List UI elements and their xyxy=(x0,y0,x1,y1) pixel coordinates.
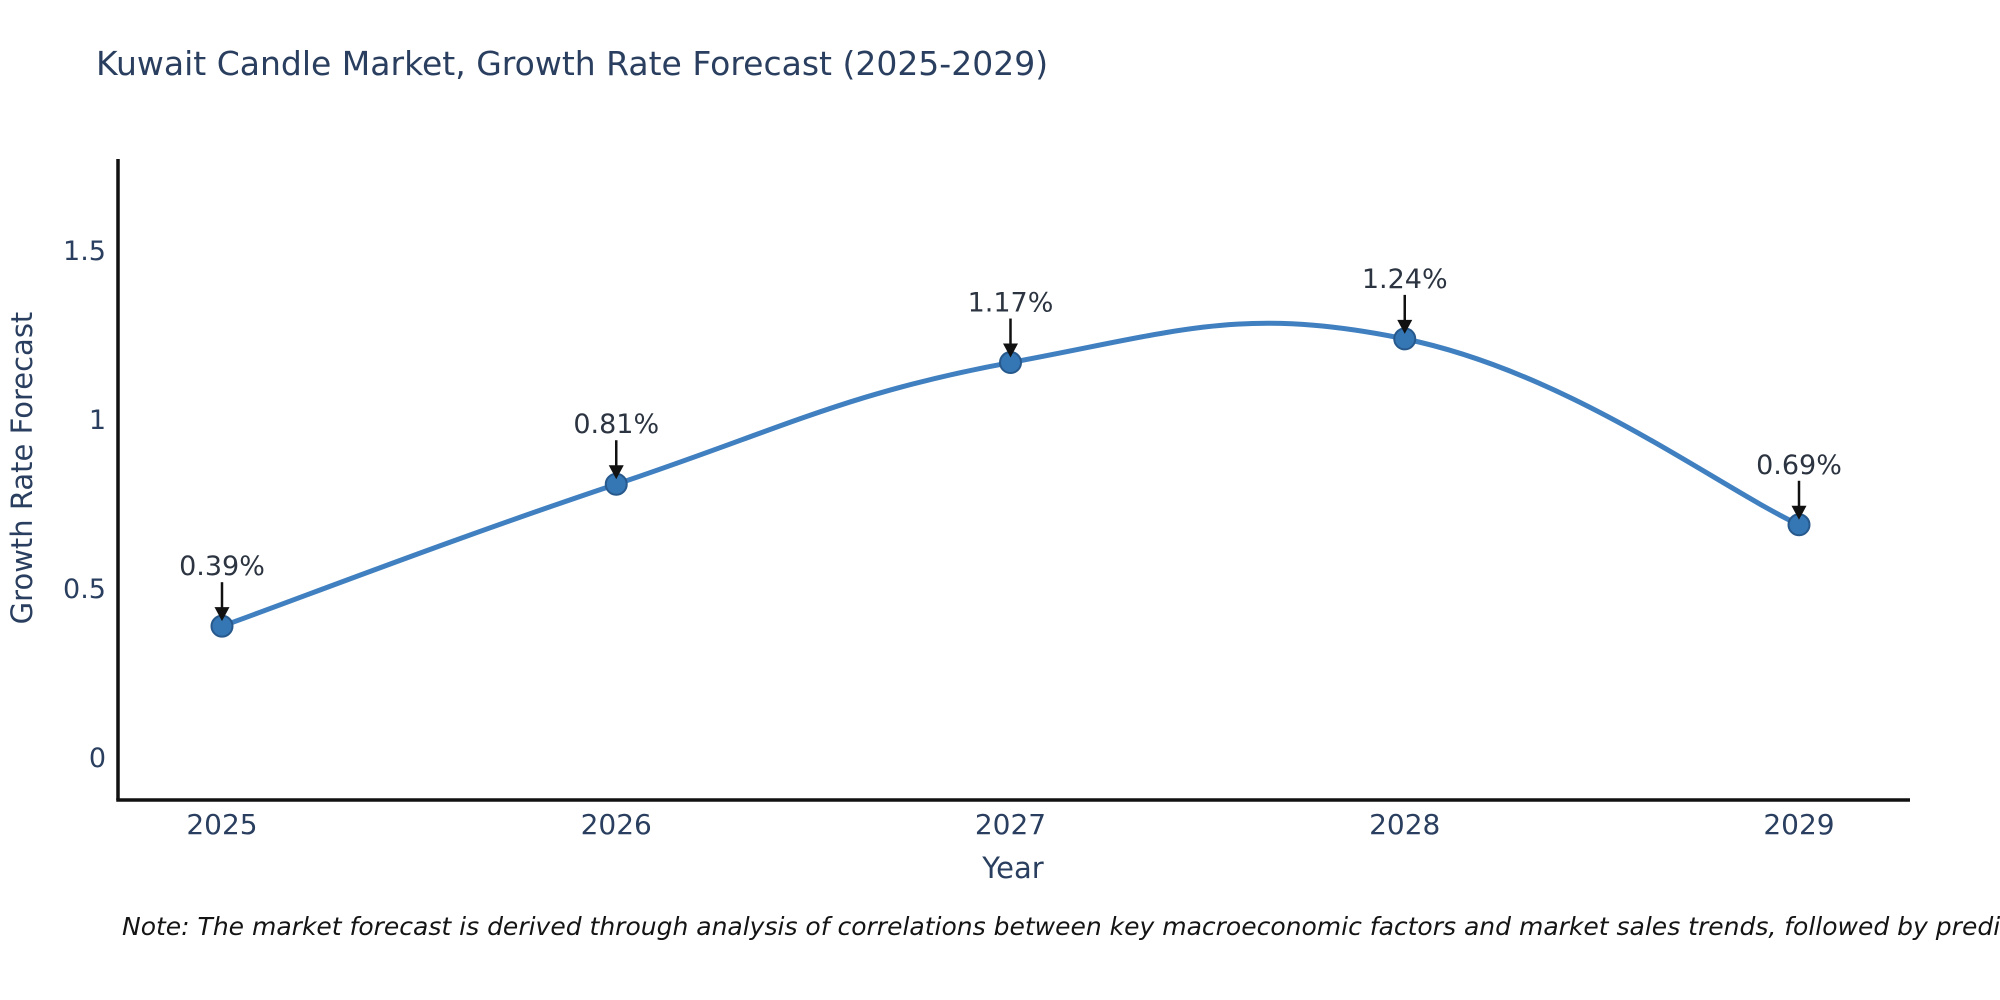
y-tick-label: 0.5 xyxy=(63,574,106,605)
x-tick-label: 2025 xyxy=(186,808,257,841)
annotation-arrowhead-icon xyxy=(214,607,230,622)
annotation-arrowhead-icon xyxy=(1003,343,1018,358)
annotation-value-label: 1.17% xyxy=(968,288,1054,319)
y-tick-label: 1 xyxy=(89,405,106,436)
annotation-arrowhead-icon xyxy=(1397,319,1413,334)
chart-title: Kuwait Candle Market, Growth Rate Foreca… xyxy=(96,44,1049,83)
x-tick-label: 2029 xyxy=(1763,808,1834,841)
x-tick-label: 2028 xyxy=(1369,808,1440,841)
x-tick-label: 2026 xyxy=(581,808,652,841)
y-axis-title: Growth Rate Forecast xyxy=(5,312,39,625)
annotation-arrowhead-icon xyxy=(1791,505,1807,520)
annotation-value-label: 0.69% xyxy=(1756,450,1842,481)
y-tick-label: 1.5 xyxy=(63,236,106,267)
annotation-arrowhead-icon xyxy=(608,465,624,480)
annotation-value-label: 0.81% xyxy=(573,409,659,440)
chart-footnote: Note: The market forecast is derived thr… xyxy=(122,912,2000,941)
x-tick-label: 2027 xyxy=(975,808,1046,841)
x-axis-title: Year xyxy=(981,851,1043,885)
y-tick-label: 0 xyxy=(89,743,106,774)
annotation-value-label: 0.39% xyxy=(179,551,265,582)
annotation-value-label: 1.24% xyxy=(1362,264,1448,295)
